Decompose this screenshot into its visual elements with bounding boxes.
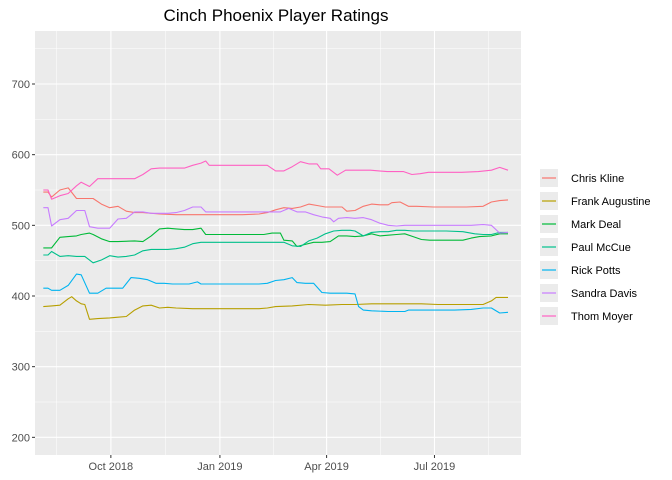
chart-title: Cinch Phoenix Player Ratings	[164, 6, 389, 25]
y-tick-label: 500	[12, 220, 30, 232]
series-line-rick-potts	[43, 273, 509, 314]
x-tick-label: Apr 2019	[304, 461, 349, 473]
legend-label: Frank Augustine	[571, 196, 651, 208]
minor-gridlines	[35, 31, 521, 455]
legend-label: Chris Kline	[571, 173, 624, 185]
series-lines	[43, 160, 509, 320]
major-gridlines	[35, 31, 521, 455]
x-axis: Oct 2018 Jan 2019 Apr 2019 Jul 2019	[89, 455, 456, 473]
series-line-chris-kline	[43, 187, 509, 216]
legend-label: Sandra Davis	[571, 288, 638, 300]
legend: Chris Kline Frank Augustine Mark Deal Paul …	[540, 169, 651, 325]
plot-panel	[35, 31, 521, 455]
x-tick-label: Oct 2018	[89, 461, 134, 473]
legend-label: Rick Potts	[571, 265, 621, 277]
series-line-sandra-davis	[43, 206, 509, 234]
y-tick-label: 400	[12, 291, 30, 303]
legend-label: Mark Deal	[571, 219, 621, 231]
y-tick-label: 300	[12, 362, 30, 374]
series-line-paul-mccue	[43, 229, 508, 264]
y-axis: 200 300 400 500 600 700	[12, 79, 35, 444]
y-tick-label: 200	[12, 432, 30, 444]
series-line-mark-deal	[43, 227, 508, 249]
series-line-thom-moyer	[43, 160, 509, 200]
x-tick-label: Jan 2019	[197, 461, 242, 473]
legend-label: Thom Moyer	[571, 311, 633, 323]
y-tick-label: 700	[12, 79, 30, 91]
y-tick-label: 600	[12, 150, 30, 162]
series-line-frank-augustine	[43, 296, 508, 320]
x-tick-label: Jul 2019	[414, 461, 456, 473]
legend-label: Paul McCue	[571, 242, 631, 254]
